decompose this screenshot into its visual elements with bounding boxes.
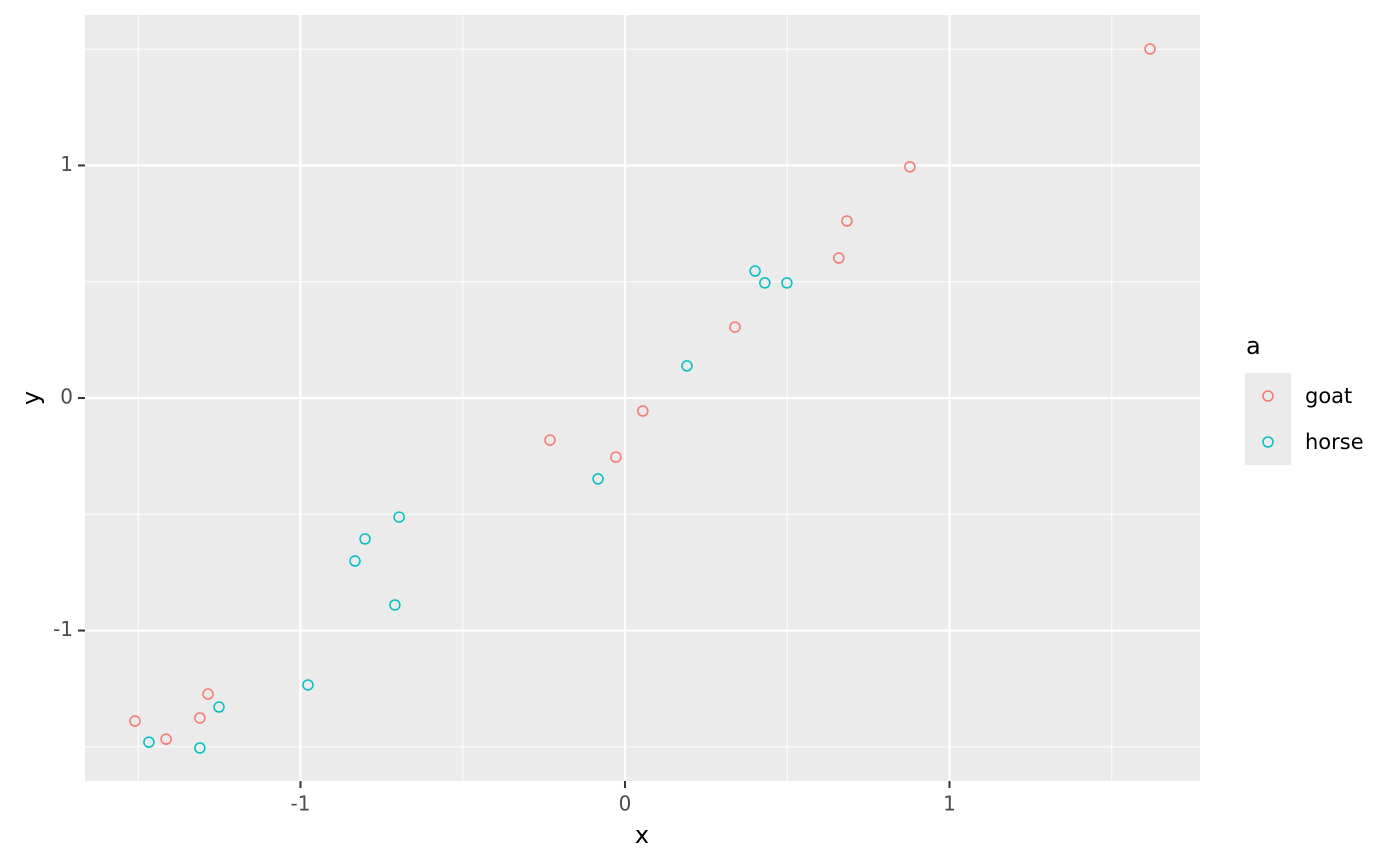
point: [833, 252, 845, 264]
point: [544, 434, 556, 446]
point: [202, 688, 214, 700]
point: [759, 277, 771, 289]
point: [637, 405, 649, 417]
point: [302, 679, 314, 691]
x-tick-label: -1: [290, 792, 310, 816]
x-tick-label: 0: [619, 792, 632, 816]
point: [592, 473, 604, 485]
y-tick-label: 1: [60, 152, 73, 176]
marks: [129, 43, 1156, 754]
point: [194, 742, 206, 754]
y-tick-label: 0: [60, 385, 73, 409]
grid: [85, 15, 1200, 781]
legend-label: goat: [1305, 384, 1352, 408]
y-tick-label: -1: [53, 617, 73, 641]
legend-symbol: [1262, 436, 1274, 448]
point: [781, 277, 793, 289]
point: [841, 215, 853, 227]
legend-label: horse: [1305, 430, 1364, 454]
point: [194, 712, 206, 724]
point: [143, 736, 155, 748]
y-axis-title: y: [17, 391, 45, 405]
point: [729, 321, 741, 333]
x-axis-title: x: [635, 821, 649, 849]
point: [160, 733, 172, 745]
point: [393, 511, 405, 523]
point: [749, 265, 761, 277]
legend-key: [1245, 373, 1291, 419]
legend-key: [1245, 419, 1291, 465]
point: [904, 161, 916, 173]
legend-symbol: [1262, 390, 1274, 402]
point: [349, 555, 361, 567]
point: [213, 701, 225, 713]
point: [389, 599, 401, 611]
point: [1144, 43, 1156, 55]
point: [129, 715, 141, 727]
legend-title: a: [1246, 332, 1261, 360]
point: [359, 533, 371, 545]
x-tick-label: 1: [943, 792, 956, 816]
point: [610, 451, 622, 463]
point: [681, 360, 693, 372]
